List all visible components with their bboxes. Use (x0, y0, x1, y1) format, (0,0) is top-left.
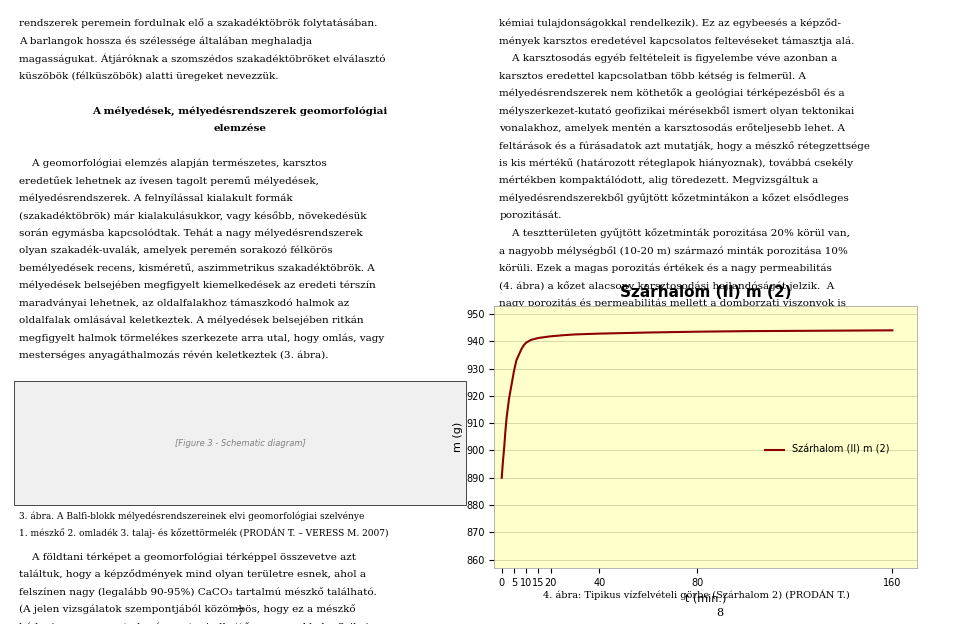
Szárhalom (II) m (2) (498, 444, 510, 451)
Text: A karsztosodás egyéb feltételeit is figyelembe véve azonban a: A karsztosodás egyéb feltételeit is figy… (499, 54, 837, 63)
Szárhalom (II) m (2) (618, 329, 630, 337)
Text: A mélyedések, mélyedésrendszerek geomorfológiai: A mélyedések, mélyedésrendszerek geomorf… (92, 106, 388, 115)
Text: eredetűek lehetnek az ívesen tagolt peremű mélyedések,: eredetűek lehetnek az ívesen tagolt pere… (19, 176, 319, 186)
Szárhalom (II) m (2) (499, 427, 511, 435)
Szárhalom (II) m (2) (642, 329, 654, 336)
Text: 4. ábra: Tipikus vízfelvételi görbe (Szárhalom 2) (PRODÁN T.): 4. ábra: Tipikus vízfelvételi görbe (Szá… (542, 590, 850, 600)
Text: közepette – nem tud annyi víz meggyülni a mélyedésrendszerek: közepette – nem tud annyi víz meggyülni … (499, 333, 835, 343)
Szárhalom (II) m (2) (497, 457, 509, 465)
Text: során egymásba kapcsolódtak. Tehát a nagy mélyedésrendszerek: során egymásba kapcsolódtak. Tehát a nag… (19, 228, 363, 238)
Text: területén, ami számottevő karsztfolyamatokat eredményezhet.: területén, ami számottevő karsztfolyamat… (499, 351, 828, 361)
Text: találtuk, hogy a képződmények mind olyan területre esnek, ahol a: találtuk, hogy a képződmények mind olyan… (19, 570, 366, 580)
Text: (A jelen vizsgálatok szempontjából közömbös, hogy ez a mészkő: (A jelen vizsgálatok szempontjából közöm… (19, 605, 356, 615)
Szárhalom (II) m (2) (506, 381, 517, 389)
FancyBboxPatch shape (14, 381, 466, 505)
Text: A tesztterületen gyűjtött kőzetminták porozitása 20% körül van,: A tesztterületen gyűjtött kőzetminták po… (499, 228, 850, 238)
Text: oldalfalak omlásával keletkeztek. A mélyedések belsejében ritkán: oldalfalak omlásával keletkeztek. A mély… (19, 316, 364, 325)
Text: magasságukat. Átjáróknak a szomszédos szakadéktöbröket elválasztó: magasságukat. Átjáróknak a szomszédos sz… (19, 54, 386, 64)
Text: küszöbök (félküszöbök) alatti üregeket nevezzük.: küszöbök (félküszöbök) alatti üregeket n… (19, 71, 278, 80)
Szárhalom (II) m (2) (525, 336, 537, 344)
Szárhalom (II) m (2) (501, 414, 513, 421)
Text: is kis mértékű (határozott réteglapok hiányoznak), továbbá csekély: is kis mértékű (határozott réteglapok hi… (499, 158, 853, 168)
Szárhalom (II) m (2) (520, 339, 532, 346)
Text: (4. ábra) a kőzet alacsony karsztosodási hajlandóságát jelzik.  A: (4. ábra) a kőzet alacsony karsztosodási… (499, 281, 834, 291)
Text: porozitását.: porozitását. (499, 211, 562, 220)
Text: vonalakhoz, amelyek mentén a karsztosodás erőteljesebb lehet. A: vonalakhoz, amelyek mentén a karsztosodá… (499, 124, 845, 134)
Text: bemélyedések recens, kisméretű, aszimmetrikus szakadéktöbrök. A: bemélyedések recens, kisméretű, aszimmet… (19, 263, 375, 273)
Text: mélyedések belsejében megfigyelt kiemelkedések az eredeti térszín: mélyedések belsejében megfigyelt kiemelk… (19, 281, 376, 290)
Text: maradványai lehetnek, az oldalfalakhoz támaszkodó halmok az: maradványai lehetnek, az oldalfalakhoz t… (19, 298, 349, 308)
Title: Szárhalom (II) m (2): Szárhalom (II) m (2) (620, 285, 791, 300)
Text: elemzése: elemzése (213, 124, 267, 132)
Szárhalom (II) m (2) (789, 327, 801, 334)
Szárhalom (II) m (2) (518, 341, 530, 349)
Text: mélyedésrendszerekből gyűjtött kőzetmintákon a kőzet elsődleges: mélyedésrendszerekből gyűjtött kőzetmint… (499, 193, 849, 203)
Szárhalom (II) m (2) (544, 333, 556, 340)
Text: rendszerek peremein fordulnak elő a szakadéktöbrök folytatásában.: rendszerek peremein fordulnak elő a szak… (19, 19, 377, 29)
Szárhalom (II) m (2) (691, 328, 703, 336)
Text: 7: 7 (236, 608, 244, 618)
Text: (szakadéktöbrök) már kialakulásukkor, vagy később, növekedésük: (szakadéktöbrök) már kialakulásukkor, va… (19, 211, 367, 221)
Szárhalom (II) m (2) (533, 334, 544, 342)
Line: Szárhalom (II) m (2): Szárhalom (II) m (2) (502, 330, 893, 478)
Text: mesterséges anyagáthalmozás révén keletkeztek (3. ábra).: mesterséges anyagáthalmozás révén keletk… (19, 351, 328, 360)
Text: A barlangok hossza és szélessége általában meghaladja: A barlangok hossza és szélessége általáb… (19, 36, 312, 46)
Legend: Szárhalom (II) m (2): Szárhalom (II) m (2) (761, 441, 894, 459)
Text: a nagyobb mélységből (10-20 m) származó minták porozitása 10%: a nagyobb mélységből (10-20 m) származó … (499, 246, 848, 256)
Szárhalom (II) m (2) (557, 331, 568, 339)
Szárhalom (II) m (2) (513, 351, 524, 359)
Y-axis label: m (g): m (g) (453, 422, 464, 452)
Text: karsztos eredettel kapcsolatban több kétség is felmerül. A: karsztos eredettel kapcsolatban több két… (499, 71, 806, 80)
Szárhalom (II) m (2) (887, 326, 899, 334)
Text: A földtani térképet a geomorfológiai térképpel összevetve azt: A földtani térképet a geomorfológiai tér… (19, 552, 356, 562)
X-axis label: t (min.): t (min.) (684, 593, 727, 603)
Szárhalom (II) m (2) (508, 368, 519, 375)
Text: mélyedésrendszerek. A felnyílással kialakult formák: mélyedésrendszerek. A felnyílással kiala… (19, 193, 293, 203)
Text: A geomorfológiai elemzés alapján természetes, karsztos: A geomorfológiai elemzés alapján termész… (19, 158, 327, 168)
Text: feltárások és a fúrásadatok azt mutatják, hogy a mészkő rétegzettsége: feltárások és a fúrásadatok azt mutatják… (499, 141, 870, 151)
Text: 1. mészkő 2. omladék 3. talaj- és kőzettörmelék (PRODÁN T. – VERESS M. 2007): 1. mészkő 2. omladék 3. talaj- és kőzett… (19, 527, 389, 538)
Szárhalom (II) m (2) (496, 474, 508, 482)
Text: nagy porozitás és permeabilitás mellett a domborzati viszonyok is: nagy porozitás és permeabilitás mellett … (499, 298, 846, 308)
Text: 8: 8 (716, 608, 724, 618)
Text: bádeni vagy szarmata korú, mert mindkettő ugyanazokkal a fizikai-: bádeni vagy szarmata korú, mert mindkett… (19, 622, 372, 624)
Text: [Figure 3 - Schematic diagram]: [Figure 3 - Schematic diagram] (175, 439, 305, 447)
Text: mélyedésrendszerek nem köthetők a geológiai térképezésből és a: mélyedésrendszerek nem köthetők a geológ… (499, 89, 845, 99)
Szárhalom (II) m (2) (516, 346, 527, 353)
Text: kémiai tulajdonságokkal rendelkezik). Ez az egybeesés a képződ-: kémiai tulajdonságokkal rendelkezik). Ez… (499, 19, 841, 29)
Szárhalom (II) m (2) (569, 331, 581, 338)
Text: olyanok, hogy – legalábbis a jelenlegihez hasonló klimaviszonyok: olyanok, hogy – legalábbis a jelenlegihe… (499, 316, 841, 325)
Text: mértékben kompaktálódott, alig töredezett. Megvizsgáltuk a: mértékben kompaktálódott, alig töredezet… (499, 176, 819, 185)
Szárhalom (II) m (2) (511, 356, 522, 364)
Text: olyan szakadék-uvalák, amelyek peremén sorakozó félkörös: olyan szakadék-uvalák, amelyek peremén s… (19, 246, 333, 255)
Szárhalom (II) m (2) (740, 328, 752, 335)
Text: 3. ábra. A Balfi-blokk mélyedésrendszereinek elvi geomorfológiai szelvénye: 3. ábra. A Balfi-blokk mélyedésrendszere… (19, 512, 365, 521)
Text: körüli. Ezek a magas porozitás értékek és a nagy permeabilitás: körüli. Ezek a magas porozitás értékek é… (499, 263, 832, 273)
Text: felszínen nagy (legalább 90-95%) CaCO₃ tartalmú mészkő található.: felszínen nagy (legalább 90-95%) CaCO₃ t… (19, 587, 377, 597)
Text: mények karsztos eredetével kapcsolatos feltevéseket támasztja alá.: mények karsztos eredetével kapcsolatos f… (499, 36, 854, 46)
Text: megfigyelt halmok törmelékes szerkezete arra utal, hogy omlás, vagy: megfigyelt halmok törmelékes szerkezete … (19, 333, 384, 343)
Text: mélyszerkezet-kutató geofizikai mérésekből ismert olyan tektonikai: mélyszerkezet-kutató geofizikai mérésekb… (499, 106, 854, 116)
Szárhalom (II) m (2) (593, 330, 605, 338)
Szárhalom (II) m (2) (503, 395, 515, 402)
